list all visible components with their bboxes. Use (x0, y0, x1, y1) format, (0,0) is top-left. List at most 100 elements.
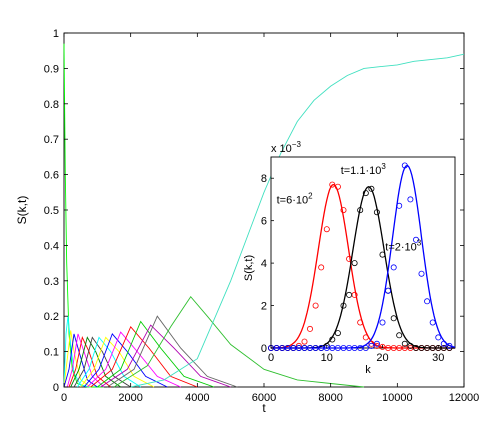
main-y-axis-label: S(k,t) (15, 196, 29, 225)
main-series-line-2 (63, 316, 91, 388)
inset-y-axis-ticks: 0 2 4 6 8 (261, 173, 274, 355)
inset-annotation-exponent: 3 (417, 238, 422, 247)
main-series-line-15 (100, 324, 231, 388)
inset-data-point (346, 291, 353, 298)
inset-annotation: t=6·102 (277, 192, 314, 207)
inset-data-point (412, 236, 419, 243)
inset-scale-base: x 10 (271, 143, 292, 155)
inset-data-point (323, 226, 330, 233)
inset-data-point (407, 196, 414, 203)
main-y-tick-label: 0.4 (44, 240, 59, 252)
inset-data-point (435, 334, 442, 341)
inset-data-point (357, 207, 364, 214)
inset-x-axis-label: k (365, 364, 371, 376)
inset-data-point (362, 344, 369, 351)
inset-data-point (340, 344, 347, 351)
inset-y-tick-label: 8 (261, 173, 267, 185)
inset-data-point (379, 343, 386, 350)
inset-data-point (424, 298, 431, 305)
main-y-tick-label: 0.2 (44, 311, 59, 323)
main-series-line-13 (90, 325, 198, 388)
inset-data-point (429, 319, 436, 326)
main-y-tick-label: 0.6 (44, 170, 59, 182)
inset-data-point (396, 202, 403, 209)
main-x-tick-label: 2000 (118, 392, 142, 404)
main-x-tick-label: 0 (61, 392, 67, 404)
inset-data-point (329, 181, 336, 188)
inset-series-group (267, 162, 456, 351)
main-series-line-7 (70, 336, 121, 388)
inset-data-point (385, 344, 392, 351)
main-x-axis-ticks: 0 2000 4000 6000 8000 10000 12000 (61, 33, 479, 404)
inset-y-tick-label: 6 (261, 216, 267, 228)
inset-data-point (373, 209, 380, 216)
inset-data-point (446, 342, 453, 349)
main-y-tick-label: 0 (53, 382, 59, 394)
main-x-axis-label: t (262, 401, 266, 415)
main-x-tick-label: 6000 (252, 392, 276, 404)
inset-data-point (340, 302, 347, 309)
inset-data-point (306, 325, 313, 332)
inset-data-point (418, 270, 425, 277)
inset-x-tick-label: 10 (321, 352, 333, 364)
inset-scale-exponent: −3 (292, 140, 302, 149)
inset-data-point (301, 338, 308, 345)
inset-x-tick-label: 20 (376, 352, 388, 364)
inset-data-point (334, 344, 341, 351)
inset-y-axis-label: S(k,t) (243, 255, 255, 281)
inset-data-point (401, 162, 408, 169)
inset-data-point (390, 315, 397, 322)
inset-x-tick-label: 30 (432, 352, 444, 364)
inset-data-point (407, 344, 414, 351)
inset-annotation: t=1.1·103 (341, 162, 387, 177)
main-x-tick-label: 10000 (382, 392, 413, 404)
inset-y-tick-label: 2 (261, 301, 267, 313)
inset-data-point (362, 334, 369, 341)
inset-data-point (440, 340, 447, 347)
inset-data-point (440, 344, 447, 351)
inset-data-point (401, 344, 408, 351)
inset-data-point (368, 185, 375, 192)
inset-data-point (373, 340, 380, 347)
inset-annotation-base: t=2·10 (385, 241, 417, 253)
main-y-tick-label: 1 (53, 28, 59, 40)
inset-data-point (318, 264, 325, 271)
inset-x-tick-label: 0 (268, 352, 274, 364)
inset-data-point (396, 332, 403, 339)
inset-data-point (357, 319, 364, 326)
inset-data-point (351, 344, 358, 351)
main-series-line-18 (130, 53, 465, 388)
main-series-group (63, 43, 465, 388)
inset-data-point (379, 319, 386, 326)
main-y-tick-label: 0.1 (44, 347, 59, 359)
inset-data-point (334, 330, 341, 337)
main-series-line-3 (63, 330, 91, 388)
inset-annotations: t=6·102 t=1.1·103 t=2·103 (277, 162, 422, 253)
main-series-line-16 (107, 315, 238, 388)
inset-data-point (407, 342, 414, 349)
inset-data-point (418, 344, 425, 351)
inset-y-tick-label: 0 (261, 343, 267, 355)
main-y-tick-label: 0.8 (44, 99, 59, 111)
inset-data-point (329, 344, 336, 351)
main-series-line-9 (76, 336, 141, 388)
inset-data-point (340, 207, 347, 214)
inset-data-point (295, 344, 302, 351)
inset-annotation-base: t=6·10 (277, 195, 309, 207)
inset-plot-area (270, 156, 456, 349)
inset-annotation-exponent: 2 (308, 192, 313, 201)
inset-data-point (390, 264, 397, 271)
main-series-line-10 (80, 336, 155, 388)
inset-annotation-base: t=1.1·10 (341, 165, 382, 177)
main-x-tick-label: 4000 (185, 392, 209, 404)
main-x-tick-label: 12000 (449, 392, 480, 404)
inset-data-point (368, 342, 375, 349)
inset-scale-label: x 10−3 (271, 140, 301, 155)
main-y-tick-label: 0.3 (44, 276, 59, 288)
inset-data-point (290, 344, 297, 351)
inset-data-point (351, 260, 358, 267)
inset-y-tick-label: 4 (261, 258, 267, 270)
main-series-line-12 (86, 331, 181, 388)
